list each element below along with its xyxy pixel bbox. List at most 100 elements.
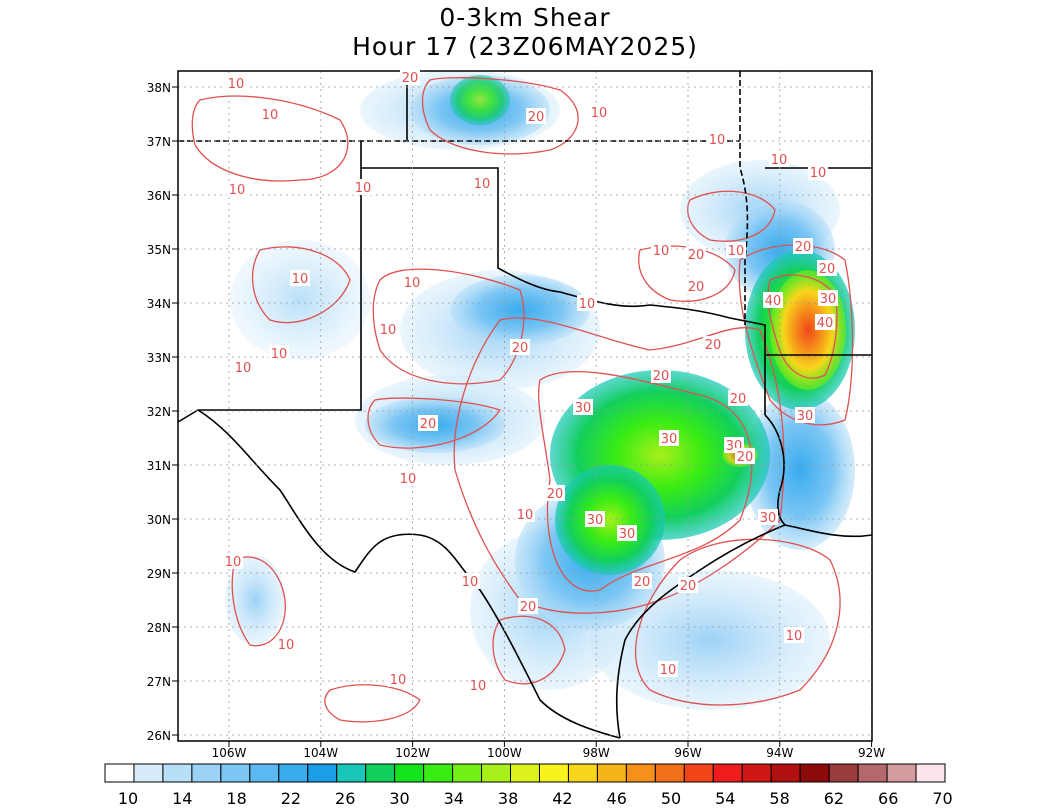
colorbar-swatch: [104, 763, 135, 783]
contour-label: 20: [705, 338, 722, 353]
lat-label: 29N: [147, 567, 171, 581]
state-boundaries: [177, 71, 873, 739]
contour-label: 20: [737, 450, 754, 465]
contour-label: 10: [517, 508, 534, 523]
colorbar-swatch: [133, 763, 164, 783]
colorbar-label: 22: [281, 789, 301, 808]
map-grid: [178, 71, 872, 741]
colorbar-label: 38: [498, 789, 518, 808]
colorbar-swatch: [857, 763, 888, 783]
contour-label: 10: [355, 181, 372, 196]
contour-label: 20: [512, 341, 529, 356]
colorbar-label: 62: [824, 789, 844, 808]
contour-label: 10: [470, 679, 487, 694]
contour-label: 10: [653, 244, 670, 259]
contour-label: 10: [709, 133, 726, 148]
contour-label: 20: [688, 280, 705, 295]
contour-label: 10: [235, 361, 252, 376]
colorbar-swatch: [191, 763, 222, 783]
colorbar-label: 14: [172, 789, 192, 808]
colorbar-label: 42: [552, 789, 572, 808]
contour-label: 20: [420, 417, 437, 432]
colorbar-swatch: [625, 763, 656, 783]
longitude-labels: 106W 104W 102W 100W 98W 96W 94W 92W: [212, 741, 885, 760]
colorbar-swatch: [683, 763, 714, 783]
contour-label: 20: [730, 392, 747, 407]
lat-label: 26N: [147, 729, 171, 743]
colorbar-label: 54: [715, 789, 735, 808]
colorbar-swatch: [336, 763, 367, 783]
colorbar-swatch: [741, 763, 772, 783]
lat-label: 34N: [147, 297, 171, 311]
lat-label: 33N: [147, 351, 171, 365]
contour-label: 10: [262, 108, 279, 123]
colorbar-swatch: [712, 763, 743, 783]
contour-label: 30: [760, 511, 777, 526]
colorbar-swatch: [278, 763, 309, 783]
map-subtitle: Hour 17 (23Z06MAY2025): [352, 32, 698, 61]
lat-label: 28N: [147, 621, 171, 635]
lon-label: 92W: [858, 746, 885, 760]
contour-label: 20: [819, 262, 836, 277]
colorbar-swatch: [394, 763, 425, 783]
contour-value-labels: 10 10 10 10 10 10 10 10 10 10 10 20 20 10 10 10 10 10 20 20…: [223, 69, 838, 694]
map-title: 0-3km Shear: [439, 3, 611, 32]
contour-label: 10: [462, 575, 479, 590]
contour-label: 10: [400, 472, 417, 487]
contour-label: 10: [786, 629, 803, 644]
colorbar-swatch: [452, 763, 483, 783]
colorbar-swatch: [249, 763, 280, 783]
contour-label: 10: [380, 323, 397, 338]
contour-label: 20: [653, 369, 670, 384]
contour-label: 20: [528, 110, 545, 125]
lat-label: 35N: [147, 243, 171, 257]
contour-label: 20: [634, 575, 651, 590]
contour-label: 10: [404, 276, 421, 291]
contour-label: 30: [587, 513, 604, 528]
contour-lines: [191, 77, 854, 723]
lat-label: 36N: [147, 189, 171, 203]
colorbar-swatch: [538, 763, 569, 783]
colorbar-label: 34: [444, 789, 464, 808]
contour-label: 20: [520, 600, 537, 615]
contour-label: 30: [661, 432, 678, 447]
contour-label: 10: [474, 177, 491, 192]
colorbar-swatch: [365, 763, 396, 783]
contour-label: 10: [225, 555, 242, 570]
lon-label: 94W: [766, 746, 793, 760]
lat-label: 38N: [147, 81, 171, 95]
lat-label: 31N: [147, 459, 171, 473]
colorbar-swatch: [567, 763, 598, 783]
contour-label: 10: [390, 673, 407, 688]
contour-label: 20: [402, 71, 419, 86]
contour-label: 30: [619, 527, 636, 542]
colorbar-label: 46: [607, 789, 627, 808]
colorbar-swatch: [915, 763, 946, 783]
contour-label: 40: [765, 294, 782, 309]
contour-label: 10: [591, 106, 608, 121]
contour-label: 10: [810, 166, 827, 181]
contour-label: 20: [688, 248, 705, 263]
lon-label: 96W: [674, 746, 701, 760]
colorbar-label: 70: [932, 789, 952, 808]
contour-label: 10: [228, 77, 245, 92]
colorbar-label: 18: [226, 789, 246, 808]
contour-label: 30: [820, 292, 837, 307]
contour-label: 20: [680, 579, 697, 594]
shaded-field: [225, 71, 855, 710]
lon-label: 98W: [583, 746, 610, 760]
lon-label: 106W: [212, 746, 247, 760]
lat-label: 37N: [147, 135, 171, 149]
contour-label: 10: [278, 638, 295, 653]
colorbar-swatch: [654, 763, 685, 783]
contour-label: 40: [817, 316, 834, 331]
contour-label: 10: [229, 183, 246, 198]
colorbar-swatch: [423, 763, 454, 783]
contour-label: 20: [795, 240, 812, 255]
colorbar: [104, 763, 946, 783]
colorbar-swatch: [307, 763, 338, 783]
colorbar-label: 50: [661, 789, 681, 808]
colorbar-swatch: [510, 763, 540, 783]
map-frame: [177, 70, 873, 742]
contour-label: 10: [771, 153, 788, 168]
